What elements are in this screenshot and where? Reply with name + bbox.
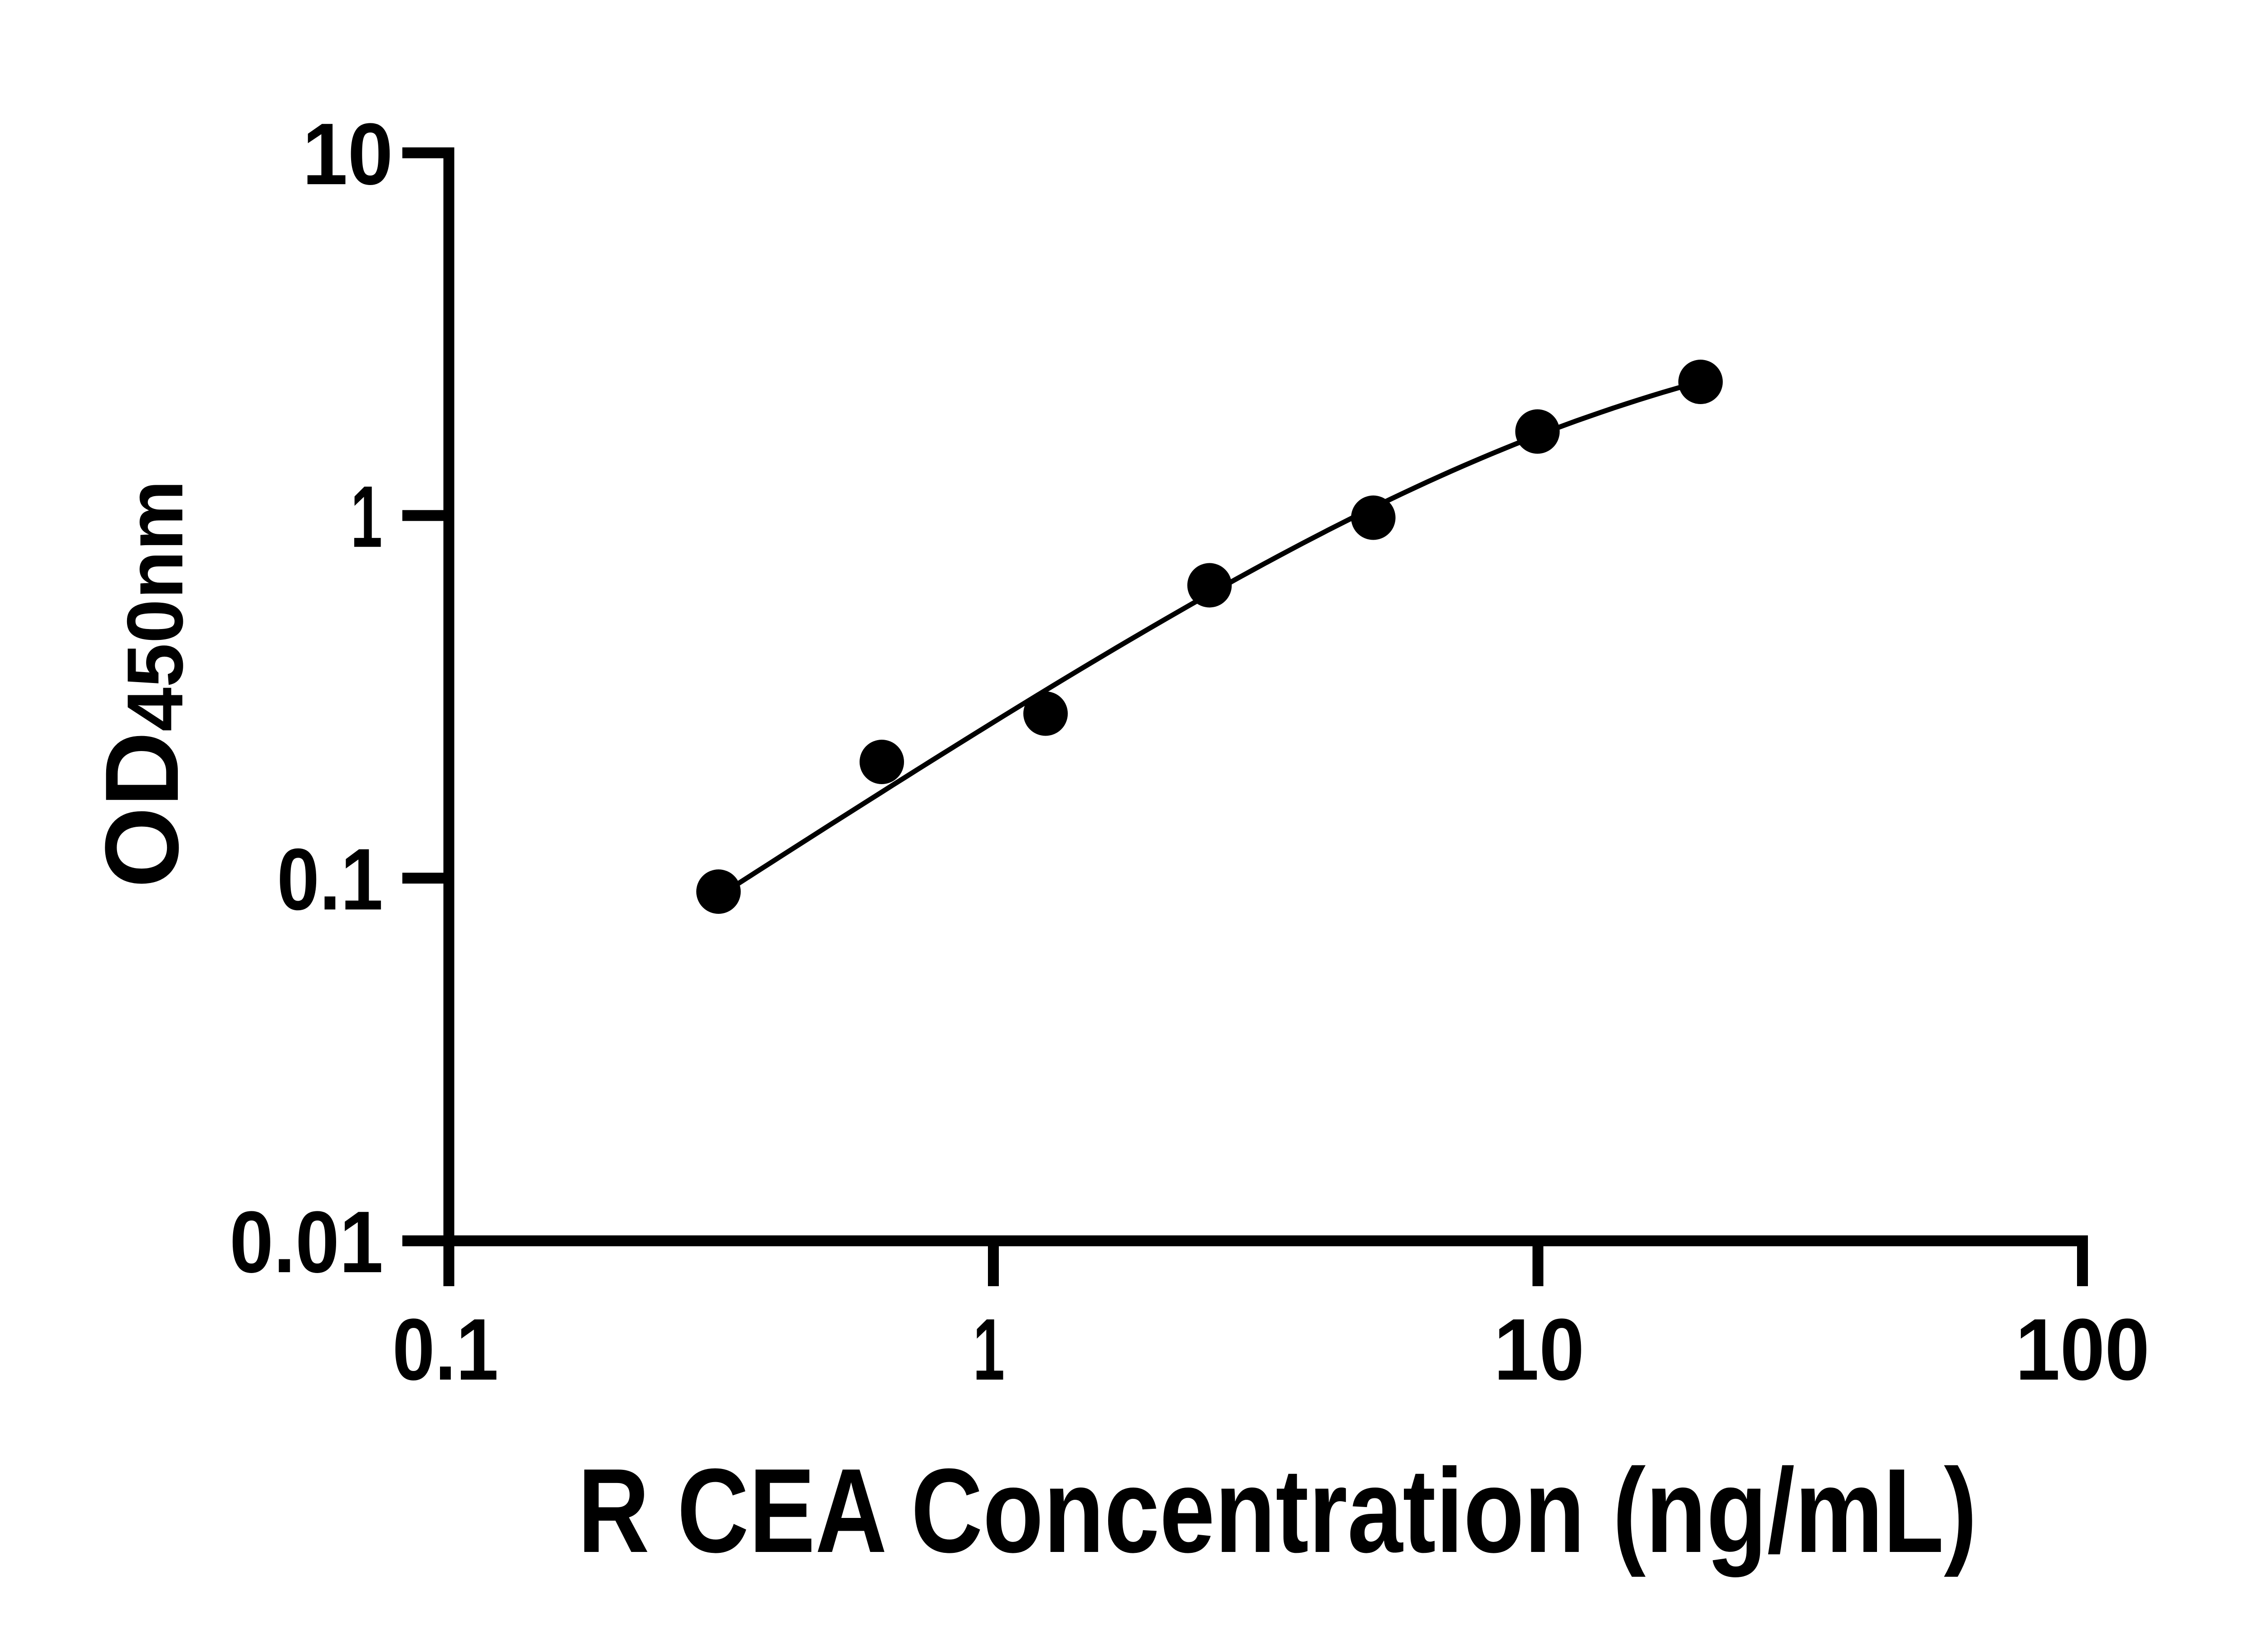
svg-text:OD450nm: OD450nm	[83, 480, 200, 888]
svg-text:10: 10	[303, 105, 393, 203]
svg-text:1: 1	[973, 1300, 1005, 1398]
svg-text:R CEA Concentration (ng/mL): R CEA Concentration (ng/mL)	[578, 1444, 1977, 1578]
svg-text:10: 10	[1494, 1300, 1584, 1398]
svg-text:0.01: 0.01	[230, 1193, 383, 1291]
svg-text:1: 1	[351, 468, 382, 566]
svg-text:0.1: 0.1	[277, 830, 383, 928]
svg-text:100: 100	[2015, 1300, 2150, 1398]
svg-text:0.1: 0.1	[392, 1300, 499, 1398]
